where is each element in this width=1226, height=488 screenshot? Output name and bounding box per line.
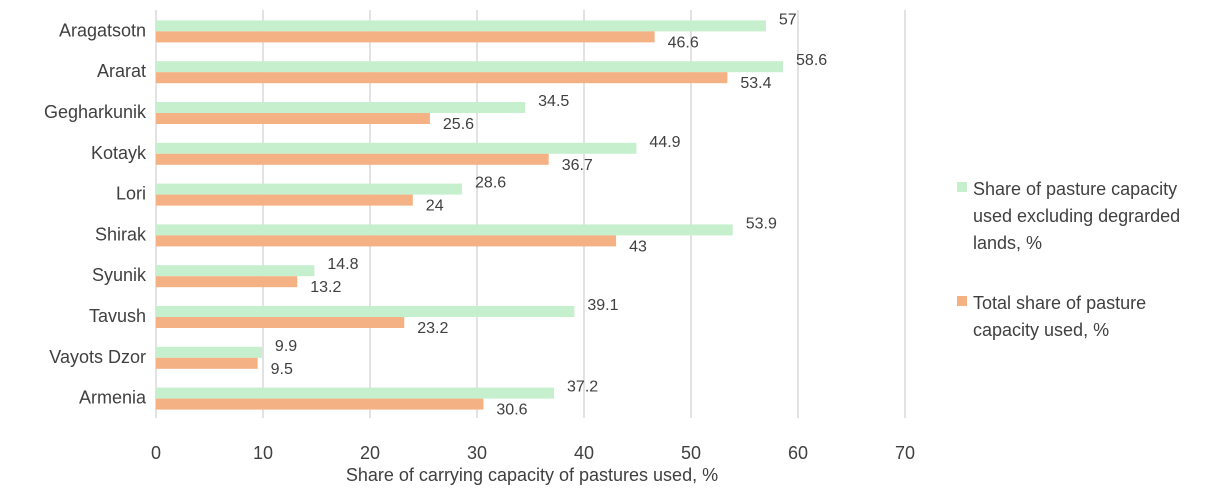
category-label: Armenia [79, 388, 147, 408]
bar-excluding-degraded [156, 306, 575, 317]
bar-total-share [156, 153, 549, 165]
bar-total-share [156, 113, 430, 124]
data-label: 57 [779, 11, 797, 28]
bar-total-share [156, 276, 298, 288]
data-label: 39.1 [587, 297, 618, 314]
data-label: 14.8 [327, 256, 358, 273]
category-labels: Aragatsotn Ararat Gegharkunik Kotayk Lori Shi… [44, 20, 147, 407]
bar-excluding-degraded [156, 387, 555, 399]
data-label: 25.6 [443, 116, 474, 133]
data-label: 28.6 [475, 175, 506, 192]
data-label: 53.9 [746, 215, 777, 232]
x-axis-title: Share of carrying capacity of pastures u… [346, 465, 718, 485]
data-label: 30.6 [496, 402, 527, 419]
category-label: Kotayk [91, 143, 147, 163]
category-label: Syunik [92, 265, 147, 285]
bar-total-share [156, 398, 484, 410]
bar-total-share [156, 235, 617, 247]
bar-excluding-degraded [156, 102, 526, 113]
bar-total-share [156, 194, 413, 206]
data-label: 43 [629, 238, 647, 255]
bar-total-share [156, 317, 405, 328]
data-labels: 57 46.6 58.6 53.4 34.5 25.6 44.9 36.7 28.6 24 53.9… [271, 11, 828, 418]
data-label: 24 [426, 198, 444, 215]
data-label: 9.5 [271, 361, 293, 378]
bar-total-share [156, 72, 728, 84]
bar-excluding-degraded [156, 20, 766, 32]
x-tick-label: 0 [151, 443, 161, 463]
bar-excluding-degraded [156, 224, 733, 236]
data-label: 37.2 [567, 379, 598, 396]
legend-swatch [957, 296, 967, 306]
category-label: Gegharkunik [44, 102, 147, 122]
category-label: Tavush [89, 306, 146, 326]
category-label: Ararat [97, 61, 146, 81]
x-tick-label: 10 [253, 443, 273, 463]
data-label: 34.5 [538, 93, 569, 110]
x-tick-label: 70 [895, 443, 915, 463]
data-label: 46.6 [668, 34, 699, 51]
data-label: 23.2 [417, 320, 448, 337]
category-label: Lori [116, 184, 146, 204]
x-tick-label: 20 [360, 443, 380, 463]
bar-excluding-degraded [156, 183, 463, 195]
category-label: Shirak [95, 224, 147, 244]
bar-excluding-degraded [156, 61, 784, 73]
bar-excluding-degraded [156, 265, 315, 277]
x-tick-label: 40 [574, 443, 594, 463]
data-label: 9.9 [275, 338, 297, 355]
category-label: Aragatsotn [59, 20, 146, 40]
legend-label: capacity used, % [973, 320, 1109, 340]
bars [156, 20, 784, 410]
x-tick-label: 60 [788, 443, 808, 463]
data-label: 58.6 [796, 52, 827, 69]
data-label: 44.9 [649, 134, 680, 151]
legend-label: lands, % [973, 233, 1042, 253]
data-label: 36.7 [562, 157, 593, 174]
bar-total-share [156, 31, 655, 43]
bar-excluding-degraded [156, 346, 262, 358]
x-tick-label: 30 [467, 443, 487, 463]
bar-excluding-degraded [156, 142, 637, 154]
x-tick-label: 50 [681, 443, 701, 463]
data-label: 13.2 [310, 279, 341, 296]
bar-total-share [156, 357, 258, 369]
category-label: Vayots Dzor [49, 347, 146, 367]
legend-label: Share of pasture capacity [973, 179, 1177, 199]
data-label: 53.4 [740, 75, 771, 92]
legend-swatch [957, 182, 967, 192]
legend-label: Total share of pasture [973, 293, 1146, 313]
legend: Share of pasture capacity used excluding … [957, 179, 1180, 340]
x-tick-labels: 0 10 20 30 40 50 60 70 [151, 443, 915, 463]
legend-label: used excluding degrarded [973, 206, 1180, 226]
